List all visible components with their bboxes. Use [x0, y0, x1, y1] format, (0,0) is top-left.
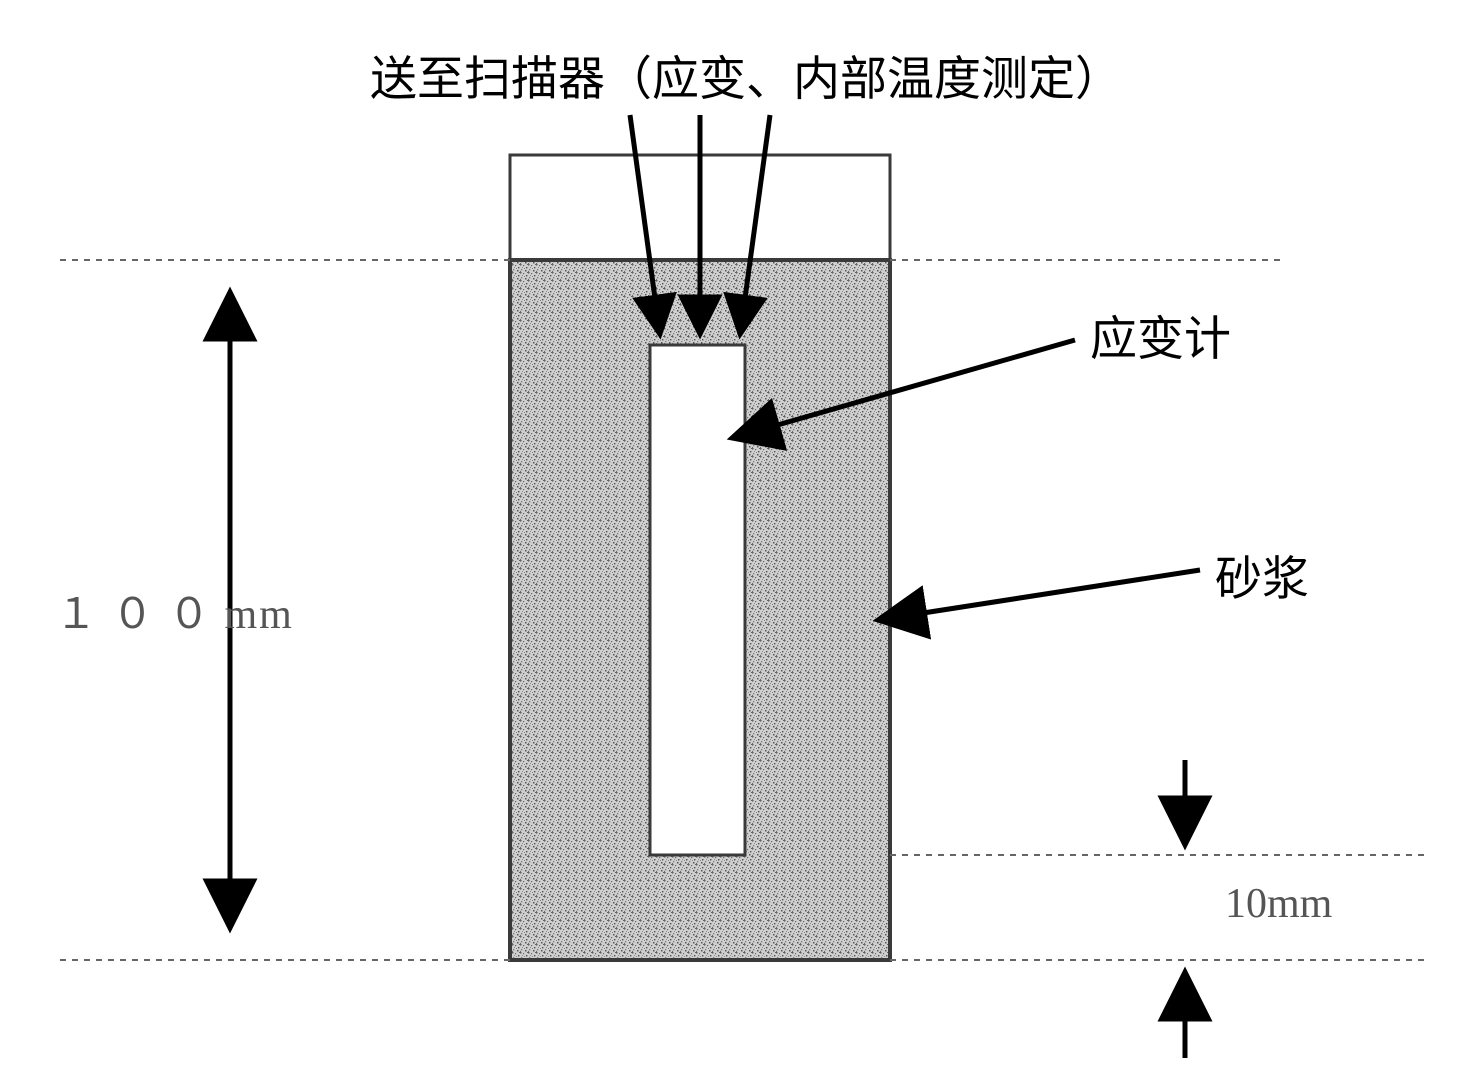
- label-mortar: 砂浆: [1215, 540, 1309, 609]
- diagram-canvas: 送至扫描器（应变、内部温度测定） 应变计 砂浆 １ ０ ０ mm 10mm: [0, 0, 1479, 1091]
- caption-top: 送至扫描器（应变、内部温度测定）: [370, 40, 1122, 109]
- dimension-height: １ ０ ０ mm: [55, 580, 294, 641]
- label-strain-gauge: 应变计: [1090, 300, 1231, 369]
- dimension-bottom-gap: 10mm: [1225, 880, 1332, 928]
